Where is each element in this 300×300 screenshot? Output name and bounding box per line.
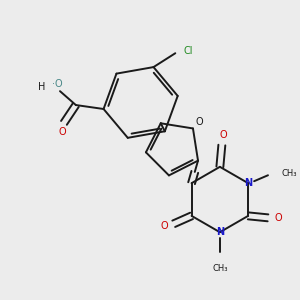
Text: O: O (196, 117, 203, 127)
Text: ·O: ·O (52, 79, 63, 89)
Text: O: O (274, 213, 282, 223)
Text: O: O (160, 221, 168, 231)
Text: CH₃: CH₃ (212, 264, 228, 273)
Text: Cl: Cl (183, 46, 193, 56)
Text: CH₃: CH₃ (282, 169, 297, 178)
Text: O: O (58, 127, 66, 137)
Text: H: H (38, 82, 46, 92)
Text: N: N (244, 178, 252, 188)
Text: N: N (216, 227, 224, 237)
Text: O: O (219, 130, 227, 140)
